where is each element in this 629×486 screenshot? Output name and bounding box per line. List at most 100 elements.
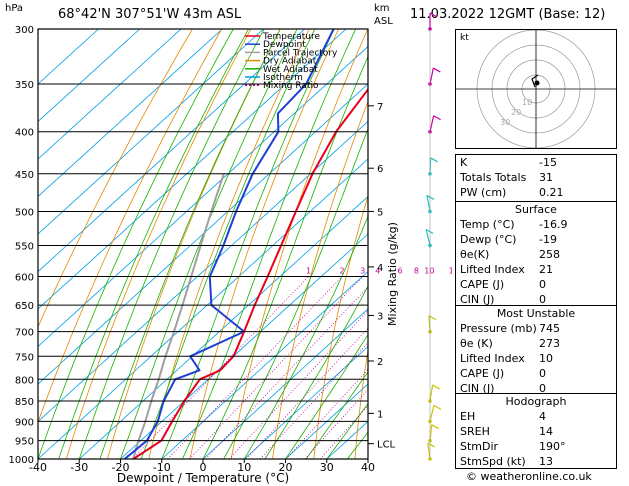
hodo-row-value: 13 <box>539 455 553 468</box>
legend-label: Temperature <box>262 32 320 42</box>
wet-adiabat-line <box>264 285 368 459</box>
isotherm-line <box>202 308 368 459</box>
wet-adiabat-line <box>347 431 368 459</box>
surface-title: Surface <box>515 203 557 216</box>
unstable-row-label: CAPE (J) <box>460 367 505 380</box>
wind-barb-flag <box>429 12 438 18</box>
dry-adiabat-line <box>107 29 281 459</box>
legend-label: Wet Adiabat <box>263 65 318 75</box>
surface-row-label: CAPE (J) <box>460 278 505 291</box>
datetime-title: 11.03.2022 12GMT (Base: 12) <box>410 7 606 22</box>
surface-row-value: 0 <box>539 293 546 306</box>
wet-adiabat-line <box>285 333 368 459</box>
isotherm-line <box>38 29 264 235</box>
pw-label: PW (cm) <box>460 186 507 199</box>
pressure-tick-label: 850 <box>15 397 34 408</box>
surface-table: Surface Temp (°C) -16.9 Dewp (°C) -19 θe(K) 2… <box>455 201 617 307</box>
pressure-tick-label: 550 <box>15 241 34 252</box>
pressure-tick-label: 500 <box>15 207 34 218</box>
k-value: -15 <box>539 156 557 169</box>
mixing-ratio-line <box>205 286 368 459</box>
km-label: km <box>374 3 390 14</box>
wet-adiabat-line <box>182 29 357 459</box>
pressure-tick-label: 600 <box>15 273 34 284</box>
location-title: 68°42'N 307°51'W 43m ASL <box>58 7 242 22</box>
hodograph-trace <box>531 74 539 88</box>
temp-tick-label: -30 <box>70 461 88 474</box>
unstable-row-label: CIN (J) <box>460 382 495 395</box>
pressure-tick-label: 300 <box>15 25 34 36</box>
isotherm-line <box>120 233 368 459</box>
isotherm-line <box>38 29 306 273</box>
hodo-row-label: StmDir <box>460 440 499 453</box>
surface-row-label: Lifted Index <box>460 263 525 276</box>
hodograph-ring-label: 10 <box>522 98 532 107</box>
surface-row-label: CIN (J) <box>460 293 495 306</box>
mixing-ratio-label: 15 <box>449 267 452 276</box>
wind-barb <box>429 405 435 422</box>
mixing-ratio-axis-label: Mixing Ratio (g/kg) <box>386 222 399 326</box>
km-tick-label: 5 <box>377 207 383 218</box>
wet-adiabat-line <box>202 55 368 459</box>
parcel-trajectory-line <box>132 173 225 459</box>
pressure-tick-label: 900 <box>15 417 34 428</box>
temp-tick-label: 10 <box>237 461 251 474</box>
legend-label: Dewpoint <box>263 40 306 50</box>
km-tick-label: 6 <box>377 164 383 175</box>
wind-barb <box>429 67 434 85</box>
km-tick-label: 3 <box>377 311 383 322</box>
wind-barb-flag <box>425 228 434 235</box>
legend-label: Mixing Ratio <box>263 81 319 91</box>
wind-barb-flag <box>433 404 442 410</box>
mixing-ratio-line <box>132 276 309 459</box>
legend-label: Parcel Trajectory <box>263 48 338 58</box>
surface-row-value: 21 <box>539 263 553 276</box>
hodo-row-label: SREH <box>460 425 490 438</box>
isotherm-line <box>161 270 368 459</box>
surface-row-label: Dewp (°C) <box>460 233 517 246</box>
hodograph-kt-label: kt <box>460 33 469 43</box>
mixing-ratio-label: 10 <box>424 267 434 276</box>
mixing-ratio-line <box>304 389 368 459</box>
surface-row-value: 0 <box>539 278 546 291</box>
pressure-tick-label: 650 <box>15 301 34 312</box>
km-tick-label: 1 <box>377 409 383 420</box>
hodograph-title: Hodograph <box>505 395 567 408</box>
pressure-tick-label: 800 <box>15 375 34 386</box>
hodograph-ring-label: 20 <box>511 108 521 117</box>
k-label: K <box>460 156 468 169</box>
wet-adiabat-line <box>367 458 368 459</box>
hpa-label: hPa <box>5 3 24 14</box>
wind-barb <box>429 115 435 132</box>
wind-barb-flag <box>426 194 435 200</box>
unstable-row-label: Lifted Index <box>460 352 525 365</box>
wind-barb-flag <box>427 442 436 448</box>
mixing-ratio-line <box>228 310 368 459</box>
unstable-row-value: 0 <box>539 367 546 380</box>
skewt-chart: 3003504004505005506006507007508008509009… <box>9 12 452 485</box>
mixing-ratio-line <box>285 368 368 459</box>
isotherm-line <box>367 458 368 459</box>
dry-adiabat-line <box>230 29 368 459</box>
mixing-ratio-label: 6 <box>398 267 403 276</box>
pressure-tick-label: 700 <box>15 328 34 339</box>
wind-barb-flag <box>431 424 439 430</box>
unstable-row-label: θe (K) <box>460 337 493 350</box>
legend-label: Dry Adiabat <box>263 57 317 67</box>
dry-adiabat-line <box>272 100 368 459</box>
wet-adiabat-line <box>305 371 368 459</box>
unstable-row-value: 0 <box>539 382 546 395</box>
dry-adiabat-line <box>313 194 368 459</box>
surface-row-value: -16.9 <box>539 218 568 231</box>
storm-motion-marker <box>534 80 540 86</box>
hodo-row-value: 4 <box>539 410 546 423</box>
temp-tick-label: 0 <box>200 461 207 474</box>
dry-adiabat-line <box>396 29 452 459</box>
mixing-ratio-label: 2 <box>339 267 344 276</box>
wet-adiabat-line <box>78 29 265 459</box>
hodograph-ring-label: 30 <box>500 118 510 127</box>
unstable-row-value: 745 <box>539 322 560 335</box>
pressure-tick-label: 400 <box>15 128 34 139</box>
